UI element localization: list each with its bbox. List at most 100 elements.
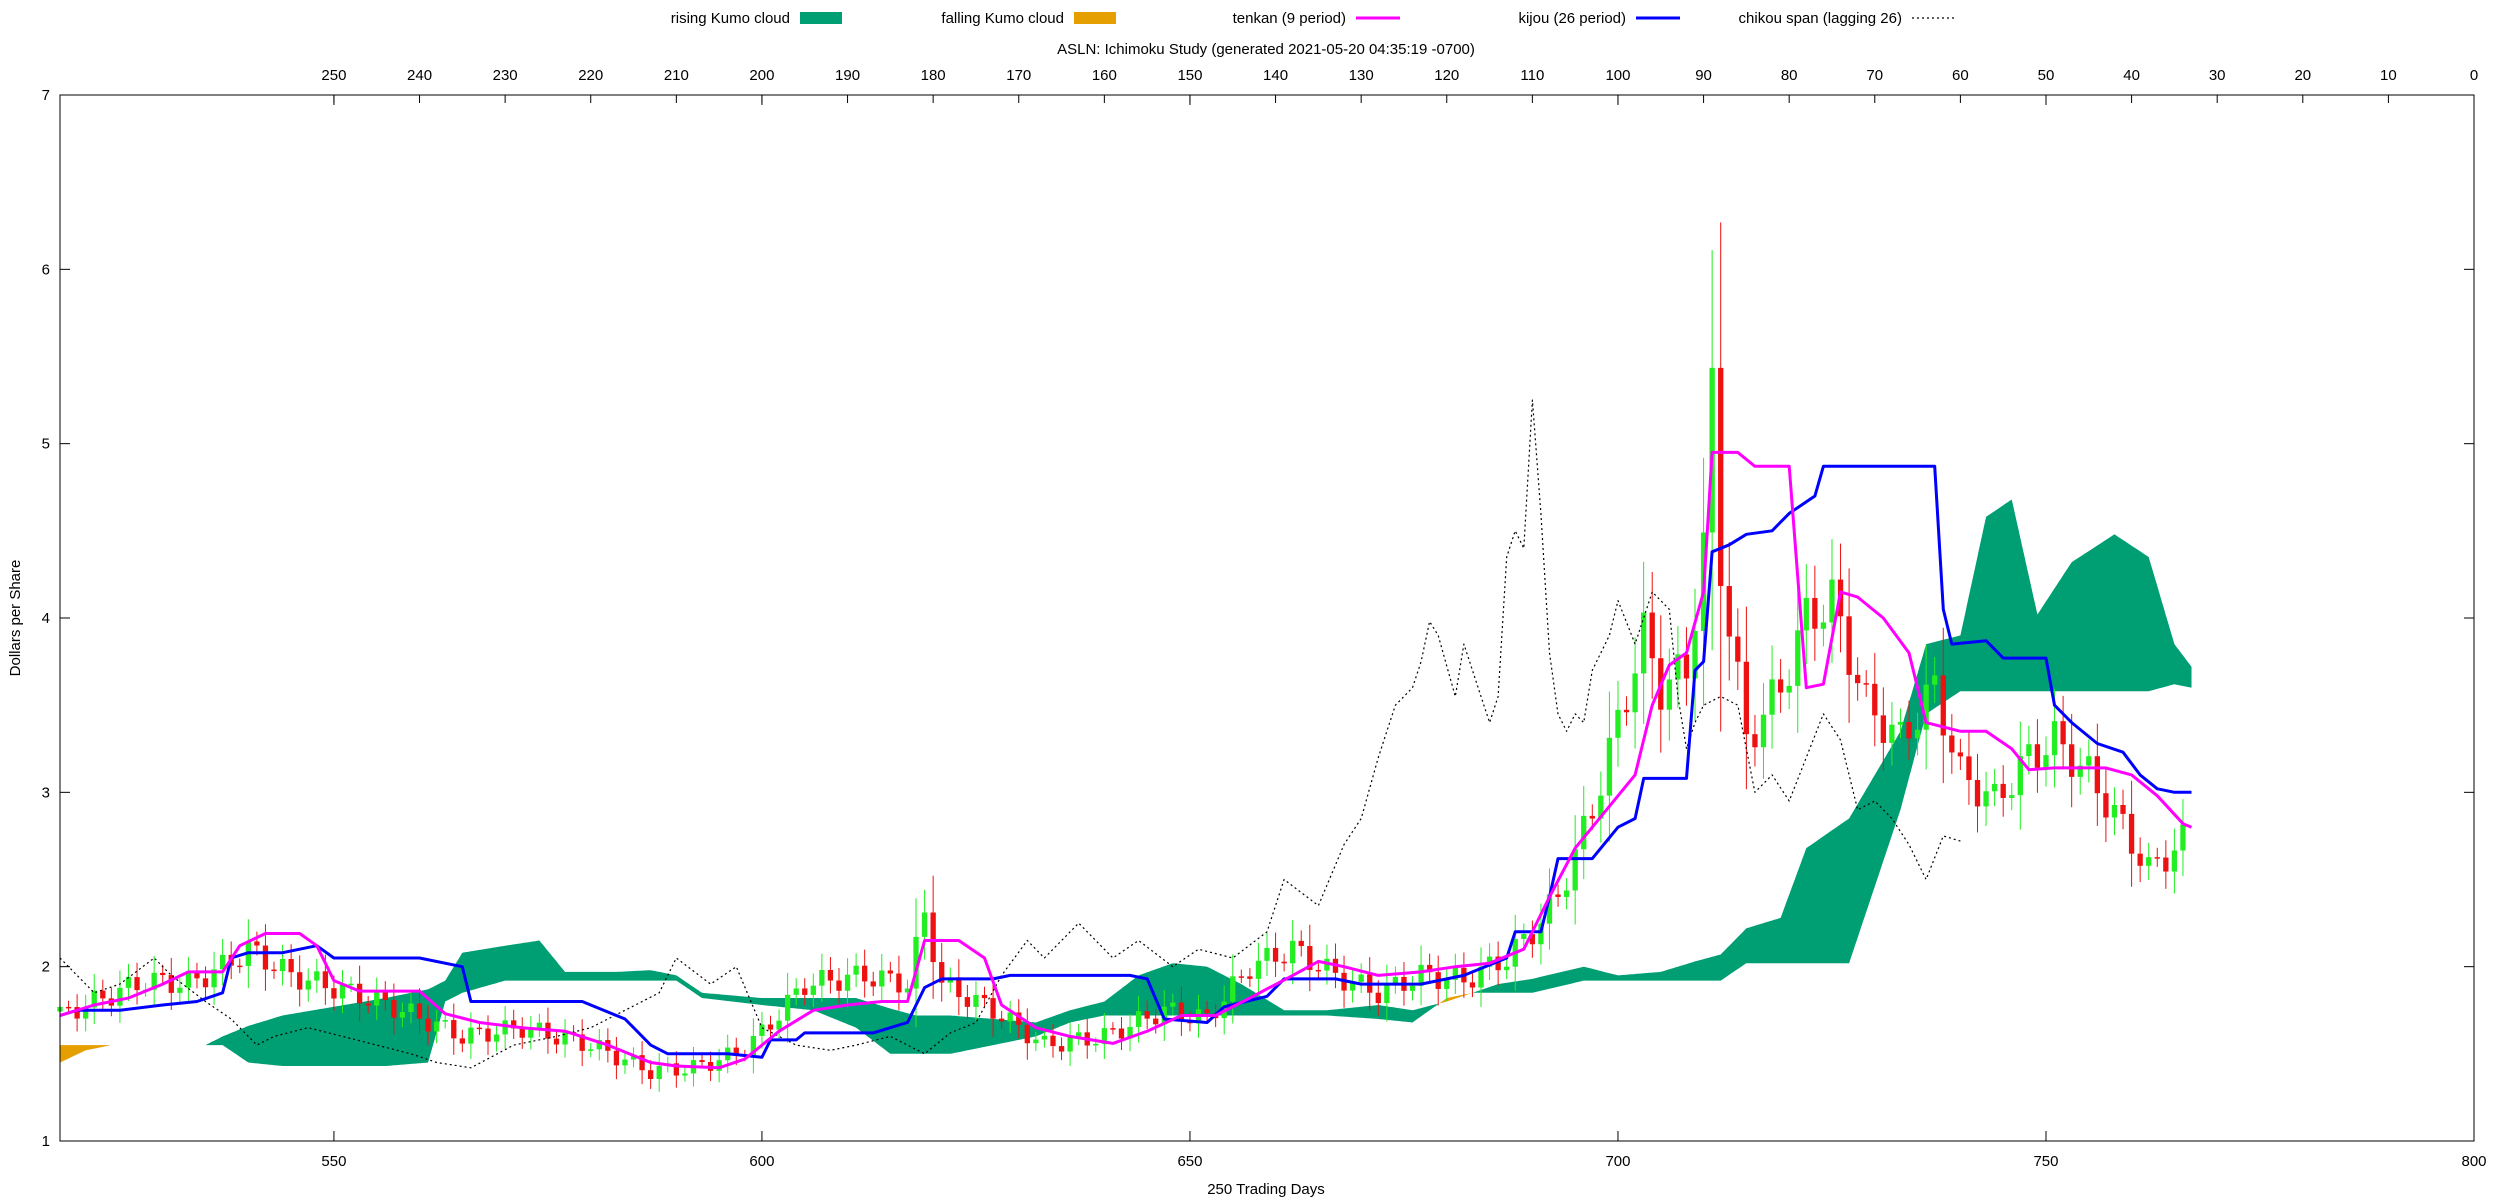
candle-body	[913, 936, 919, 989]
candle-body	[1230, 976, 1236, 1002]
candle-down	[160, 964, 166, 984]
candle-up	[83, 994, 89, 1032]
candle-body	[836, 980, 842, 991]
candle-down	[416, 988, 423, 1034]
candle-up	[1598, 771, 1604, 843]
candle-up	[399, 1002, 406, 1028]
x2-tick-label: 120	[1434, 67, 1459, 84]
candle-up	[1521, 923, 1527, 950]
candle-body	[1889, 724, 1895, 743]
candle-body	[237, 965, 243, 968]
candle-up	[622, 1050, 628, 1074]
candle-body	[1692, 630, 1698, 679]
candle-down	[194, 962, 200, 989]
candle-up	[1675, 626, 1681, 708]
candle-up	[1897, 708, 1904, 739]
candle-body	[288, 959, 294, 973]
candle-down	[2137, 837, 2143, 883]
candle-body	[1872, 683, 1878, 716]
candle-body	[596, 1040, 602, 1050]
candle-body	[733, 1047, 739, 1056]
candle-body	[1024, 1024, 1030, 1044]
candle-body	[416, 1003, 423, 1019]
candle-body	[588, 1049, 594, 1051]
candle-body	[1238, 976, 1244, 978]
candle-body	[365, 1003, 371, 1006]
candle-down	[802, 978, 808, 1006]
candle-up	[793, 978, 799, 1006]
candles	[57, 222, 2186, 1092]
candle-body	[879, 970, 885, 987]
candle-body	[1247, 976, 1253, 979]
candle-body	[1752, 734, 1758, 748]
x-tick-label: 800	[2461, 1153, 2486, 1170]
candle-body	[930, 912, 936, 963]
candle-up	[1444, 967, 1450, 1002]
candle-body	[1375, 992, 1381, 1004]
candle-up	[1067, 1022, 1073, 1066]
candle-up	[810, 973, 816, 1008]
candle-down	[767, 1015, 774, 1039]
candle-up	[502, 1005, 508, 1049]
candle-up	[1769, 645, 1775, 749]
candle-body	[1803, 597, 1809, 631]
candle-down	[1315, 962, 1322, 978]
tenkan-line	[59, 450, 2193, 1070]
candle-up	[853, 953, 859, 988]
candle-down	[2154, 847, 2160, 867]
y-tick-label: 2	[42, 959, 50, 976]
candle-body	[819, 970, 825, 986]
legend-label: tenkan (9 period)	[1233, 10, 1346, 27]
candle-up	[536, 1013, 543, 1037]
candle-down	[1204, 1000, 1210, 1022]
candle-up	[596, 1028, 602, 1061]
x2-tick-label: 50	[2038, 67, 2055, 84]
candle-body	[827, 970, 834, 981]
candle-body	[177, 987, 183, 993]
candle-body	[699, 1060, 705, 1062]
candle-body	[2103, 793, 2109, 818]
candle-body	[2111, 805, 2118, 818]
candle-down	[65, 1000, 72, 1014]
candle-body	[1315, 969, 1322, 972]
candle-body	[476, 1027, 483, 1030]
candle-down	[1058, 1037, 1065, 1061]
candle-up	[125, 963, 132, 1002]
candle-down	[134, 962, 140, 1005]
candle-body	[793, 988, 799, 995]
candle-body	[1743, 661, 1750, 735]
candle-body	[1880, 715, 1886, 743]
candle-body	[1991, 783, 1998, 792]
candle-body	[1521, 934, 1527, 939]
candle-up	[1932, 657, 1938, 704]
candle-down	[1281, 953, 1287, 972]
candle-body	[2026, 744, 2032, 757]
candle-up	[2171, 828, 2178, 894]
candle-body	[1812, 597, 1818, 629]
candle-body	[1392, 976, 1399, 984]
x2-tick-label: 220	[578, 67, 603, 84]
candle-body	[1829, 579, 1835, 623]
chikou-span-line	[59, 399, 1961, 1069]
candle-body	[648, 1070, 654, 1079]
candle-up	[562, 1019, 568, 1058]
candle-body	[511, 1020, 517, 1029]
candle-body	[65, 1006, 72, 1009]
candle-up	[1478, 947, 1484, 1007]
candle-down	[553, 1029, 560, 1054]
candle-up	[630, 1047, 637, 1068]
candle-down	[297, 955, 303, 1007]
candle-up	[1991, 768, 1998, 807]
candle-body	[1204, 1009, 1210, 1014]
candle-body	[2000, 783, 2006, 798]
candle-up	[1923, 645, 1929, 770]
candle-body	[536, 1022, 543, 1028]
candle-body	[998, 1018, 1005, 1022]
candle-down	[1683, 627, 1690, 706]
candle-body	[1290, 940, 1296, 964]
candle-body	[1529, 934, 1536, 945]
candle-up	[1418, 945, 1424, 1006]
candle-down	[981, 986, 988, 1007]
candle-up	[1230, 954, 1236, 1024]
legend-item: tenkan (9 period)	[1233, 10, 1400, 27]
